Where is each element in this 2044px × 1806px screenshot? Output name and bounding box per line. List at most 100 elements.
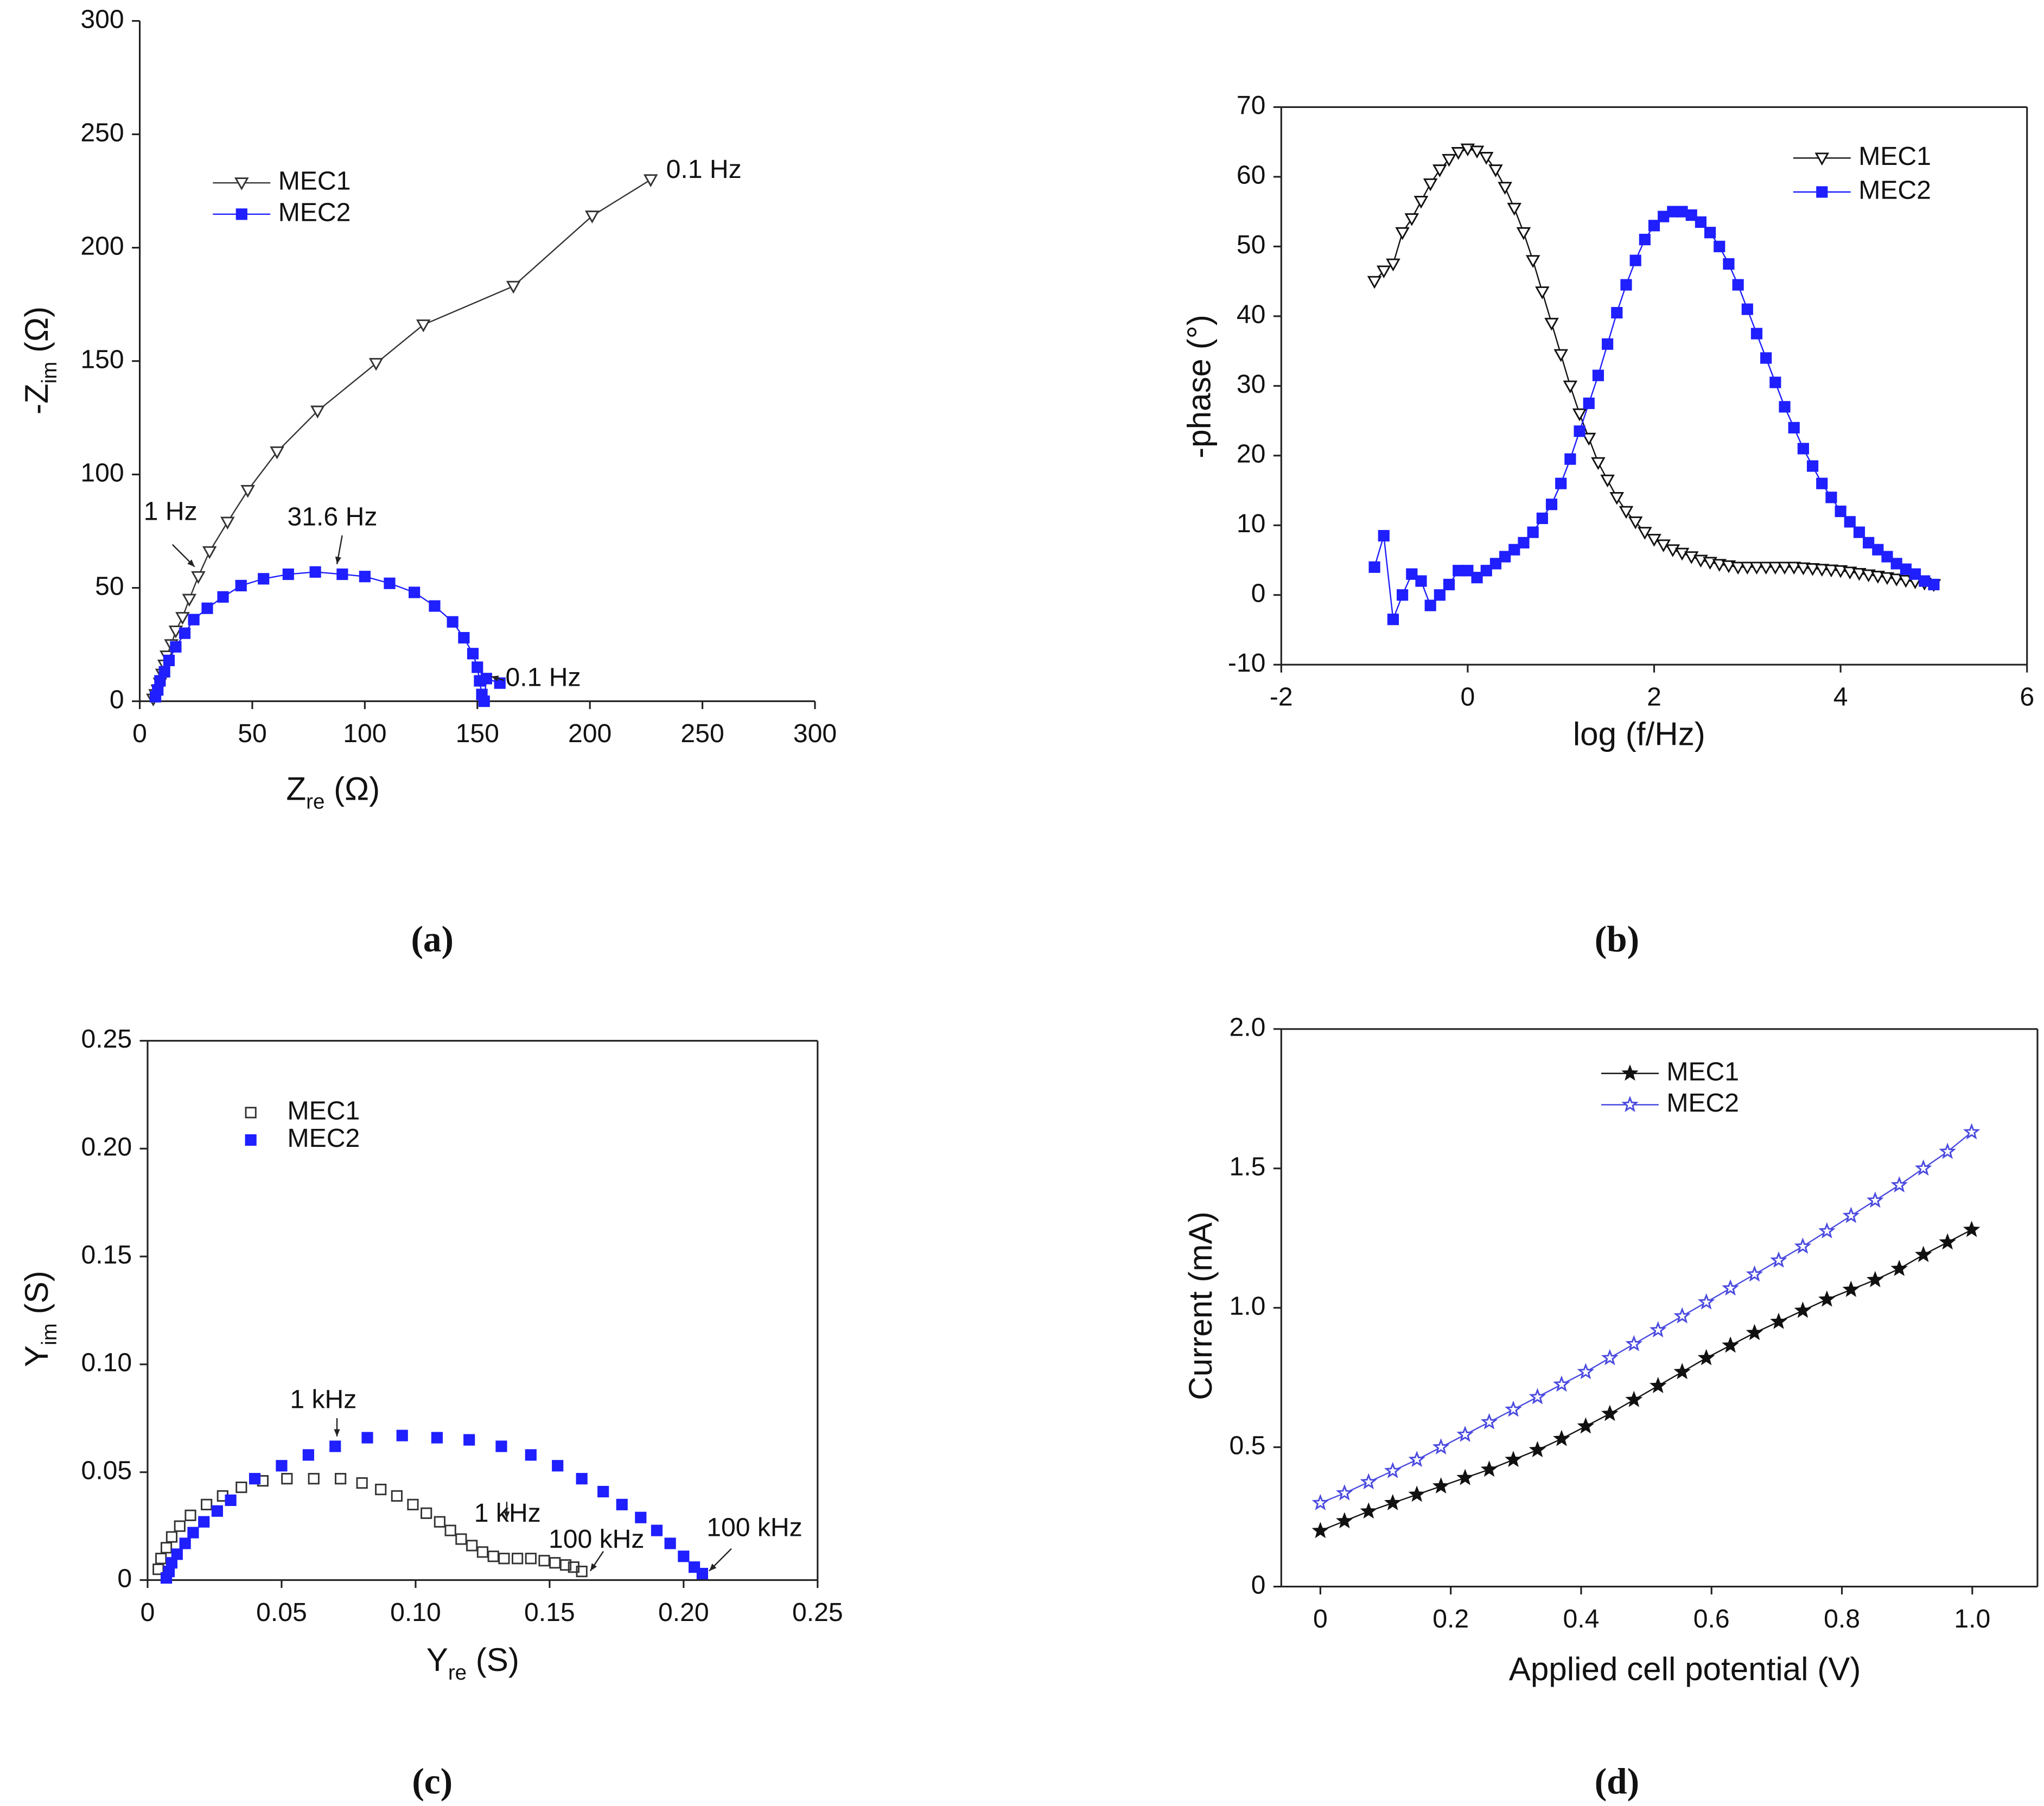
y-tick-label: 0.05 (81, 1456, 132, 1485)
marker (1723, 258, 1735, 270)
marker (1890, 1260, 1908, 1277)
marker (1658, 210, 1670, 222)
marker (1853, 526, 1865, 538)
marker (1413, 195, 1429, 209)
marker (1469, 145, 1485, 159)
marker (1456, 1469, 1474, 1485)
y-tick-label: 0.10 (81, 1348, 132, 1377)
marker (466, 1540, 478, 1552)
marker (1685, 209, 1697, 221)
marker (1443, 578, 1455, 591)
annotation: 0.1 Hz (506, 662, 581, 692)
marker (538, 1555, 550, 1567)
marker (1480, 1460, 1498, 1477)
marker (1770, 1251, 1787, 1268)
marker (1889, 573, 1904, 586)
marker (1376, 265, 1391, 279)
arrow-head (334, 1429, 340, 1437)
marker (308, 1473, 320, 1485)
marker (1842, 1207, 1860, 1223)
marker (179, 627, 191, 639)
marker (1367, 276, 1382, 289)
x-tick-label: 200 (568, 719, 612, 748)
y-tick-label: 50 (1237, 230, 1266, 259)
arrow-head (504, 1511, 510, 1519)
axis-label-part: Z (286, 771, 306, 807)
x-tick-label: 0.25 (792, 1598, 843, 1627)
marker (1489, 558, 1502, 570)
marker (220, 516, 235, 530)
legend-label: MEC2 (1858, 176, 1931, 205)
marker (635, 1511, 647, 1523)
axis-label-part: (Ω) (324, 771, 380, 807)
series-line (1373, 210, 1934, 620)
marker (1553, 1375, 1570, 1392)
legend-label: MEC1 (1666, 1057, 1739, 1086)
marker (1432, 164, 1447, 177)
axis-label-part: re (306, 790, 324, 813)
marker (155, 1553, 167, 1565)
x-tick-label: 1.0 (1954, 1604, 1990, 1633)
marker (396, 1430, 408, 1441)
marker (1732, 279, 1744, 291)
marker (1611, 307, 1623, 319)
marker (1712, 559, 1727, 572)
marker (1818, 1222, 1836, 1239)
annotation: 1 kHz (290, 1385, 356, 1414)
marker (1779, 401, 1791, 413)
axis-label-part: im (38, 1323, 61, 1345)
legend-label: MEC2 (1666, 1088, 1739, 1118)
marker (447, 616, 459, 628)
y-tick-label: 200 (80, 231, 124, 260)
marker (1768, 561, 1783, 575)
marker (1730, 561, 1746, 575)
marker (1814, 152, 1830, 166)
marker (1842, 1280, 1860, 1297)
marker (1722, 1336, 1739, 1353)
marker (1814, 564, 1830, 577)
marker (1867, 1191, 1884, 1208)
marker (1544, 317, 1559, 331)
marker (1749, 561, 1764, 575)
arrow-head (491, 675, 499, 682)
annotation: 31.6 Hz (288, 502, 378, 531)
marker (211, 1505, 224, 1517)
marker (258, 573, 270, 585)
marker (597, 1485, 609, 1498)
marker (559, 1559, 572, 1571)
marker (1471, 572, 1483, 584)
marker (1535, 286, 1550, 299)
x-axis-label: Applied cell potential (V) (1509, 1651, 1861, 1687)
marker (1518, 537, 1530, 548)
marker (494, 677, 506, 689)
marker (1625, 1335, 1643, 1351)
x-tick-label: 150 (456, 719, 499, 748)
marker (198, 1516, 210, 1528)
marker (1404, 213, 1419, 226)
x-tick-label: 250 (680, 719, 724, 748)
marker (1939, 1143, 1956, 1159)
legend-label: MEC1 (288, 1096, 360, 1126)
marker (329, 1440, 341, 1452)
marker (1899, 575, 1913, 588)
marker (1844, 516, 1856, 528)
marker (1423, 178, 1438, 192)
marker (1529, 1441, 1546, 1458)
marker (1697, 1349, 1715, 1365)
axis-label-part: (Ω) (18, 307, 55, 362)
y-tick-label: 30 (1237, 369, 1266, 399)
marker (431, 1432, 443, 1444)
marker (1665, 544, 1680, 558)
marker (234, 177, 249, 190)
marker (1697, 1293, 1715, 1310)
marker (1863, 537, 1875, 548)
y-axis-label: Yim (S) (18, 1271, 61, 1367)
x-tick-label: 0 (132, 719, 147, 748)
x-axis-label: Yre (S) (426, 1642, 519, 1684)
marker (1842, 566, 1857, 580)
marker (1601, 1349, 1619, 1365)
y-tick-label: 60 (1237, 161, 1266, 190)
marker (1577, 1363, 1595, 1380)
marker (678, 1550, 690, 1562)
